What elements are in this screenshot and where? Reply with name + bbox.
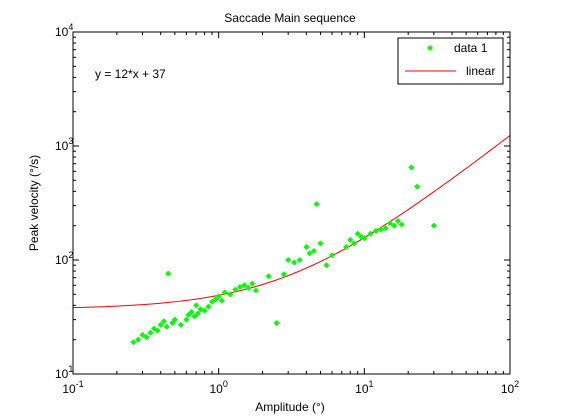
data-point — [398, 221, 405, 228]
data-point — [221, 289, 228, 296]
data-point — [147, 329, 154, 336]
y-axis-label: Peak velocity (°/s) — [27, 155, 41, 251]
data-point — [177, 321, 184, 328]
data-point — [193, 302, 200, 309]
data-point — [205, 303, 212, 310]
data-point — [245, 284, 252, 291]
data-point — [285, 257, 292, 263]
data-point — [303, 244, 310, 251]
data-point — [188, 308, 195, 315]
points-layer — [130, 164, 437, 346]
data-point — [343, 244, 350, 251]
legend-box — [397, 37, 504, 85]
data-point — [310, 247, 317, 254]
data-point — [139, 331, 146, 338]
data-point — [273, 320, 280, 327]
legend-label-linear: linear — [466, 64, 495, 78]
data-point — [354, 230, 361, 237]
data-point — [154, 327, 161, 334]
data-point — [372, 227, 379, 234]
data-point — [367, 230, 374, 237]
data-point — [351, 240, 358, 247]
data-point — [249, 280, 256, 287]
x-tick-label: 102 — [501, 379, 519, 396]
data-point — [306, 250, 313, 257]
legend-label-data-1: data 1 — [454, 41, 488, 55]
data-point — [218, 297, 225, 304]
data-point — [313, 200, 320, 207]
x-axis-label: Amplitude (°) — [255, 400, 325, 414]
data-point — [317, 240, 324, 247]
data-point — [347, 236, 354, 243]
curve-layer — [72, 135, 511, 309]
y-tick-label: 102 — [55, 250, 73, 267]
x-tick-label: 100 — [209, 379, 227, 396]
data-point — [296, 257, 303, 263]
legend-marker-data-1 — [427, 45, 433, 51]
data-point — [201, 307, 208, 314]
data-point — [394, 217, 401, 224]
data-point — [135, 336, 142, 343]
y-tick-label: 104 — [55, 22, 73, 39]
data-point — [391, 222, 398, 229]
y-tick-label: 103 — [55, 136, 73, 153]
data-point — [329, 252, 336, 259]
data-point — [163, 323, 170, 330]
data-point — [183, 316, 190, 323]
data-point — [212, 296, 219, 303]
data-point — [323, 262, 330, 269]
x-tick-label: 10-1 — [62, 379, 83, 396]
data-point — [377, 226, 384, 233]
data-point — [165, 270, 172, 277]
legend: data 1 linear — [397, 37, 504, 85]
data-point — [241, 282, 248, 289]
data-point — [414, 183, 421, 190]
x-tick-label: 101 — [355, 379, 373, 396]
data-point — [143, 334, 150, 341]
data-point — [191, 313, 198, 320]
data-point — [408, 164, 415, 171]
data-point — [194, 310, 201, 317]
data-point — [386, 220, 393, 227]
data-point — [160, 318, 167, 325]
y-tick-labels: 101 102 103 104 — [55, 22, 73, 381]
data-point — [265, 273, 272, 280]
data-point — [171, 316, 178, 323]
y-tick-label: 101 — [55, 364, 73, 381]
data-point — [215, 293, 222, 300]
data-point — [382, 225, 389, 232]
chart-title: Saccade Main sequence — [224, 11, 356, 25]
data-point — [430, 222, 437, 229]
data-point — [227, 291, 234, 298]
plot-area — [72, 31, 511, 375]
data-point — [291, 259, 298, 266]
data-point — [361, 235, 368, 242]
data-point — [236, 283, 243, 290]
data-point — [232, 286, 239, 293]
data-point — [130, 339, 137, 346]
linear-fit-line — [72, 135, 511, 309]
axes-box — [72, 31, 511, 375]
x-tick-labels: 10-1 100 101 102 — [62, 379, 519, 396]
fit-annotation: y = 12*x + 37 — [95, 67, 166, 81]
data-point — [157, 321, 164, 328]
data-point — [252, 287, 259, 294]
data-point — [280, 271, 287, 278]
